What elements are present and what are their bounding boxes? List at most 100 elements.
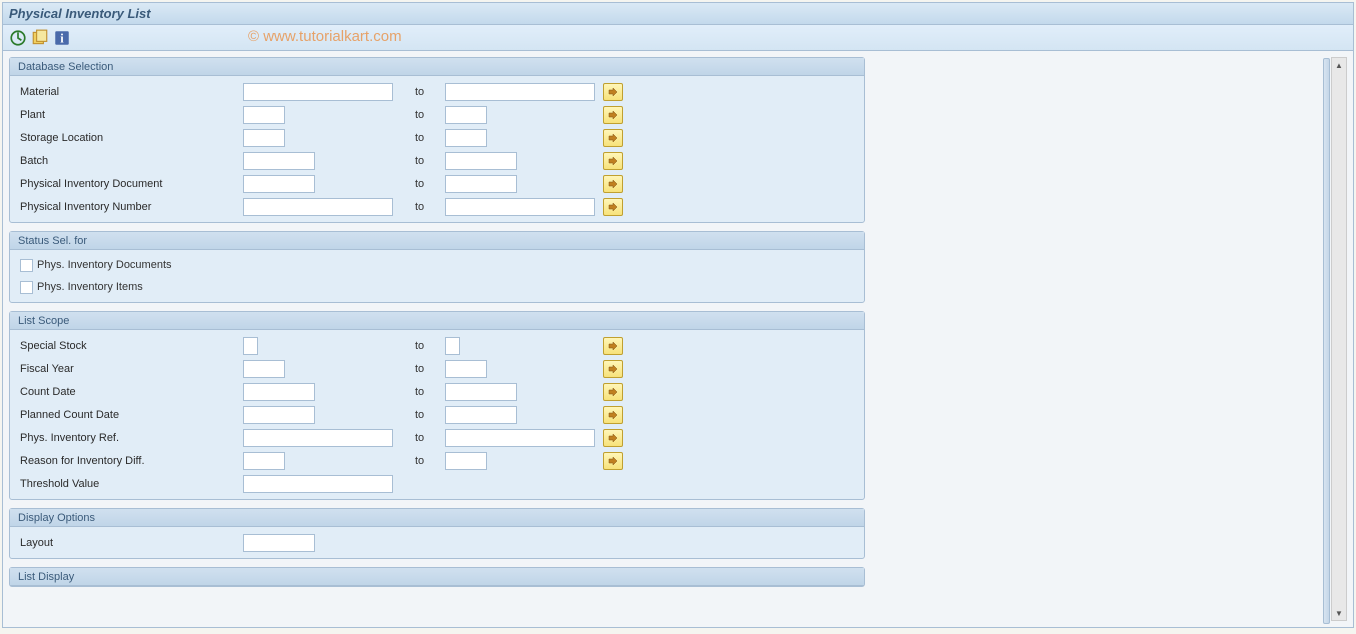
field-label: Phys. Inventory Ref. bbox=[18, 432, 243, 444]
field-label: Planned Count Date bbox=[18, 409, 243, 421]
piref-more-button[interactable] bbox=[603, 429, 623, 447]
field-label: Batch bbox=[18, 155, 243, 167]
field-row-batch: Batch to bbox=[18, 149, 856, 172]
sloc-more-button[interactable] bbox=[603, 129, 623, 147]
group-header: List Scope bbox=[10, 312, 864, 330]
field-row-count-date: Count Date to bbox=[18, 380, 856, 403]
pidoc-from-input[interactable] bbox=[243, 175, 315, 193]
sloc-to-input[interactable] bbox=[445, 129, 487, 147]
batch-to-input[interactable] bbox=[445, 152, 517, 170]
main-window: Physical Inventory List i © www.tutorial… bbox=[2, 2, 1354, 628]
scroll-up-icon[interactable]: ▲ bbox=[1332, 58, 1346, 72]
field-row-pidoc: Physical Inventory Document to bbox=[18, 172, 856, 195]
group-body: Phys. Inventory Documents Phys. Inventor… bbox=[10, 250, 864, 302]
group-header: Database Selection bbox=[10, 58, 864, 76]
field-row-pinum: Physical Inventory Number to bbox=[18, 195, 856, 218]
checkbox-label: Phys. Inventory Documents bbox=[37, 259, 172, 271]
field-label: Reason for Inventory Diff. bbox=[18, 455, 243, 467]
pinum-more-button[interactable] bbox=[603, 198, 623, 216]
info-icon[interactable]: i bbox=[53, 29, 71, 47]
to-label: to bbox=[413, 201, 424, 213]
resize-handle[interactable] bbox=[1323, 58, 1330, 624]
group-header: List Display bbox=[10, 568, 864, 586]
title-bar: Physical Inventory List bbox=[3, 3, 1353, 25]
fyear-from-input[interactable] bbox=[243, 360, 285, 378]
phys-inv-docs-checkbox[interactable] bbox=[20, 259, 33, 272]
reason-to-input[interactable] bbox=[445, 452, 487, 470]
layout-input[interactable] bbox=[243, 534, 315, 552]
pidoc-to-input[interactable] bbox=[445, 175, 517, 193]
field-label: Count Date bbox=[18, 386, 243, 398]
check-row-docs: Phys. Inventory Documents bbox=[18, 254, 856, 276]
sloc-from-input[interactable] bbox=[243, 129, 285, 147]
group-status-sel: Status Sel. for Phys. Inventory Document… bbox=[9, 231, 865, 303]
watermark-text: © www.tutorialkart.com bbox=[248, 28, 402, 45]
to-label: to bbox=[413, 340, 424, 352]
field-row-plant: Plant to bbox=[18, 103, 856, 126]
threshold-input[interactable] bbox=[243, 475, 393, 493]
field-row-pi-ref: Phys. Inventory Ref. to bbox=[18, 426, 856, 449]
to-label: to bbox=[413, 432, 424, 444]
phys-inv-items-checkbox[interactable] bbox=[20, 281, 33, 294]
variant-icon[interactable] bbox=[31, 29, 49, 47]
pinum-from-input[interactable] bbox=[243, 198, 393, 216]
group-header: Display Options bbox=[10, 509, 864, 527]
cdate-to-input[interactable] bbox=[445, 383, 517, 401]
material-from-input[interactable] bbox=[243, 83, 393, 101]
to-label: to bbox=[413, 409, 424, 421]
material-more-button[interactable] bbox=[603, 83, 623, 101]
plant-from-input[interactable] bbox=[243, 106, 285, 124]
pdate-more-button[interactable] bbox=[603, 406, 623, 424]
spstock-more-button[interactable] bbox=[603, 337, 623, 355]
batch-from-input[interactable] bbox=[243, 152, 315, 170]
group-header: Status Sel. for bbox=[10, 232, 864, 250]
group-list-display: List Display bbox=[9, 567, 865, 587]
field-row-storage-location: Storage Location to bbox=[18, 126, 856, 149]
reason-more-button[interactable] bbox=[603, 452, 623, 470]
pdate-from-input[interactable] bbox=[243, 406, 315, 424]
pidoc-more-button[interactable] bbox=[603, 175, 623, 193]
fyear-to-input[interactable] bbox=[445, 360, 487, 378]
content-area: Database Selection Material to Plant to bbox=[3, 51, 1353, 627]
field-row-planned-date: Planned Count Date to bbox=[18, 403, 856, 426]
field-label: Plant bbox=[18, 109, 243, 121]
group-body: Material to Plant to Storage L bbox=[10, 76, 864, 222]
field-row-layout: Layout bbox=[18, 531, 856, 554]
to-label: to bbox=[413, 178, 424, 190]
scroll-down-icon[interactable]: ▼ bbox=[1332, 606, 1346, 620]
field-row-fiscal-year: Fiscal Year to bbox=[18, 357, 856, 380]
spstock-to-input[interactable] bbox=[445, 337, 460, 355]
pdate-to-input[interactable] bbox=[445, 406, 517, 424]
field-row-material: Material to bbox=[18, 80, 856, 103]
piref-to-input[interactable] bbox=[445, 429, 595, 447]
page-title: Physical Inventory List bbox=[9, 6, 151, 21]
group-display-options: Display Options Layout bbox=[9, 508, 865, 559]
fyear-more-button[interactable] bbox=[603, 360, 623, 378]
field-label: Physical Inventory Number bbox=[18, 201, 243, 213]
group-body: Special Stock to Fiscal Year to bbox=[10, 330, 864, 499]
scroll-area: Database Selection Material to Plant to bbox=[9, 57, 867, 621]
batch-more-button[interactable] bbox=[603, 152, 623, 170]
reason-from-input[interactable] bbox=[243, 452, 285, 470]
field-label: Material bbox=[18, 86, 243, 98]
field-label: Threshold Value bbox=[18, 478, 243, 490]
cdate-more-button[interactable] bbox=[603, 383, 623, 401]
field-label: Physical Inventory Document bbox=[18, 178, 243, 190]
to-label: to bbox=[413, 86, 424, 98]
svg-text:i: i bbox=[60, 31, 64, 45]
vertical-scrollbar[interactable]: ▲ ▼ bbox=[1331, 57, 1347, 621]
material-to-input[interactable] bbox=[445, 83, 595, 101]
to-label: to bbox=[413, 455, 424, 467]
cdate-from-input[interactable] bbox=[243, 383, 315, 401]
field-label: Storage Location bbox=[18, 132, 243, 144]
field-label: Special Stock bbox=[18, 340, 243, 352]
spstock-from-input[interactable] bbox=[243, 337, 258, 355]
plant-more-button[interactable] bbox=[603, 106, 623, 124]
to-label: to bbox=[413, 155, 424, 167]
piref-from-input[interactable] bbox=[243, 429, 393, 447]
plant-to-input[interactable] bbox=[445, 106, 487, 124]
field-label: Layout bbox=[18, 537, 243, 549]
execute-icon[interactable] bbox=[9, 29, 27, 47]
pinum-to-input[interactable] bbox=[445, 198, 595, 216]
to-label: to bbox=[413, 109, 424, 121]
